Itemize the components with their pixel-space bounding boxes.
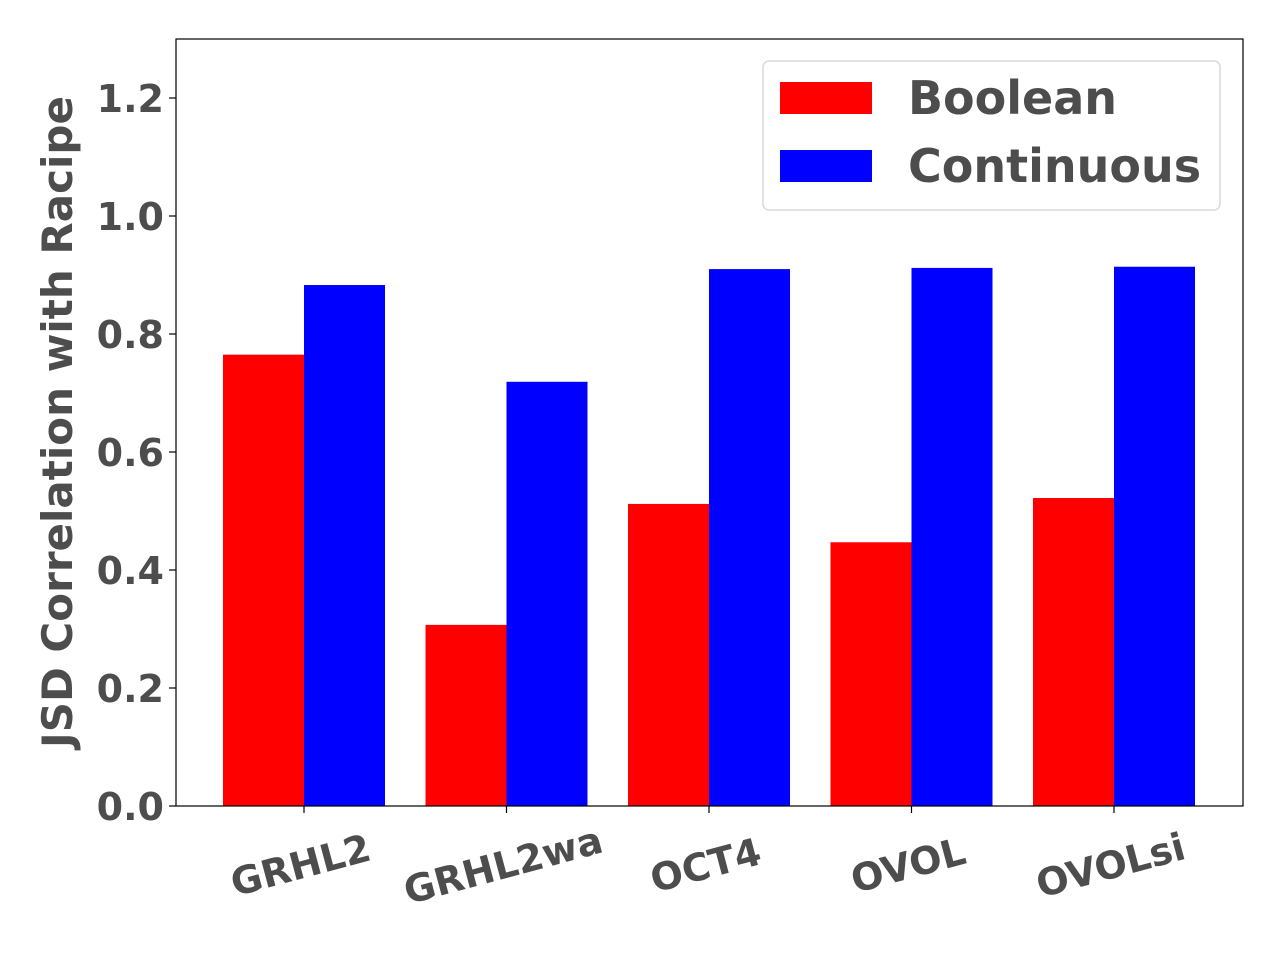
x-axis: GRHL2 GRHL2wa OCT4 OVOL OVOLsi	[226, 806, 1190, 913]
bar-continuous-ovol	[911, 267, 993, 806]
bars-group	[223, 266, 1195, 807]
x-tick-label: GRHL2	[226, 826, 375, 905]
bar-boolean-grhl2	[223, 354, 304, 806]
bar-boolean-ovolsi	[1033, 498, 1114, 806]
legend-label-continuous: Continuous	[908, 139, 1201, 193]
y-axis-label: JSD Correlation with Racipe	[33, 96, 82, 751]
y-tick-label: 1.2	[97, 77, 164, 121]
bar-continuous-grhl2	[304, 285, 385, 806]
y-axis: 0.0 0.2 0.4 0.6 0.8 1.0 1.2	[97, 77, 176, 829]
x-tick-label: OCT4	[646, 830, 766, 902]
y-tick-label: 1.0	[97, 195, 164, 239]
bar-boolean-grhl2wa	[425, 624, 507, 806]
legend-label-boolean: Boolean	[908, 71, 1117, 125]
x-tick-label: OVOLsi	[1031, 824, 1189, 906]
y-tick-label: 0.4	[97, 549, 164, 593]
legend-swatch-boolean	[780, 82, 872, 114]
bar-continuous-oct4	[709, 269, 790, 807]
y-tick-label: 0.8	[97, 313, 164, 357]
x-tick-label: OVOL	[846, 829, 970, 902]
bar-continuous-ovolsi	[1114, 266, 1195, 806]
y-tick-label: 0.6	[97, 431, 164, 475]
y-tick-label: 0.2	[97, 667, 164, 711]
legend: Boolean Continuous	[762, 60, 1221, 211]
bar-boolean-ovol	[830, 542, 912, 806]
y-tick-label: 0.0	[97, 785, 164, 829]
legend-swatch-continuous	[780, 150, 872, 182]
legend-frame	[762, 60, 1221, 211]
bar-continuous-grhl2wa	[506, 381, 588, 806]
x-tick-label: GRHL2wa	[399, 818, 607, 913]
bar-boolean-oct4	[628, 503, 709, 806]
